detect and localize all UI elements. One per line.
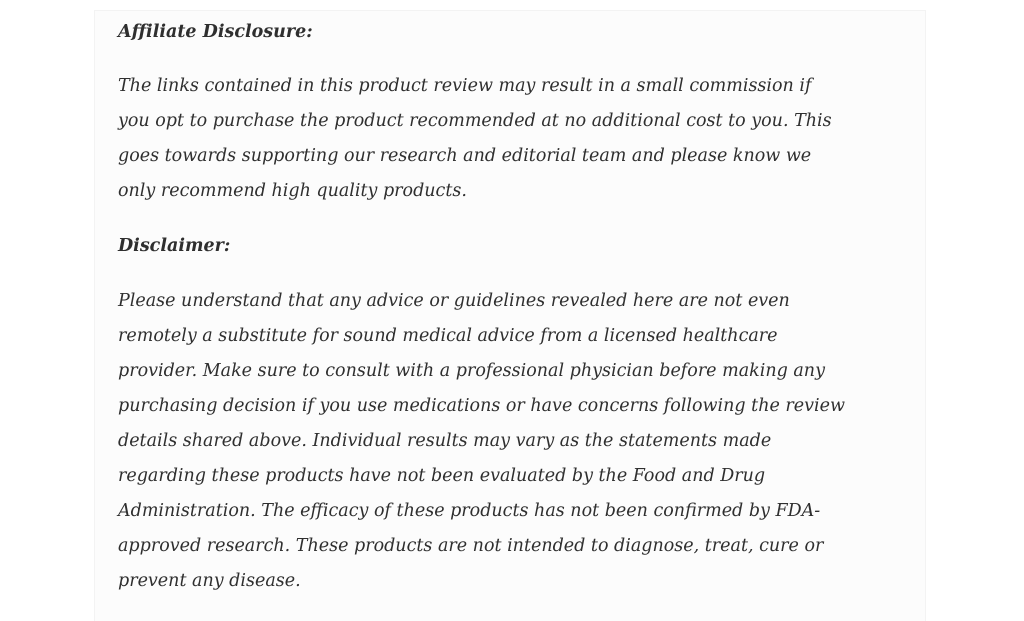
affiliate-disclosure-heading: Affiliate Disclosure: <box>118 22 313 42</box>
text-line: you opt to purchase the product recommen… <box>118 111 832 131</box>
text-line: The links contained in this product revi… <box>118 76 812 96</box>
text-line: Administration. The efficacy of these pr… <box>118 501 821 521</box>
text-line: only recommend high quality products. <box>118 181 467 201</box>
text-line: regarding these products have not been e… <box>118 466 766 486</box>
text-line: purchasing decision if you use medicatio… <box>118 396 845 416</box>
text-line: remotely a substitute for sound medical … <box>118 326 778 346</box>
disclosure-panel <box>94 10 926 621</box>
text-line: approved research. These products are no… <box>118 536 824 556</box>
text-line: goes towards supporting our research and… <box>118 146 812 166</box>
text-line: Please understand that any advice or gui… <box>118 291 790 311</box>
disclaimer-heading: Disclaimer: <box>118 236 231 256</box>
text-line: provider. Make sure to consult with a pr… <box>118 361 825 381</box>
text-line: prevent any disease. <box>118 571 301 591</box>
text-line: details shared above. Individual results… <box>118 431 772 451</box>
